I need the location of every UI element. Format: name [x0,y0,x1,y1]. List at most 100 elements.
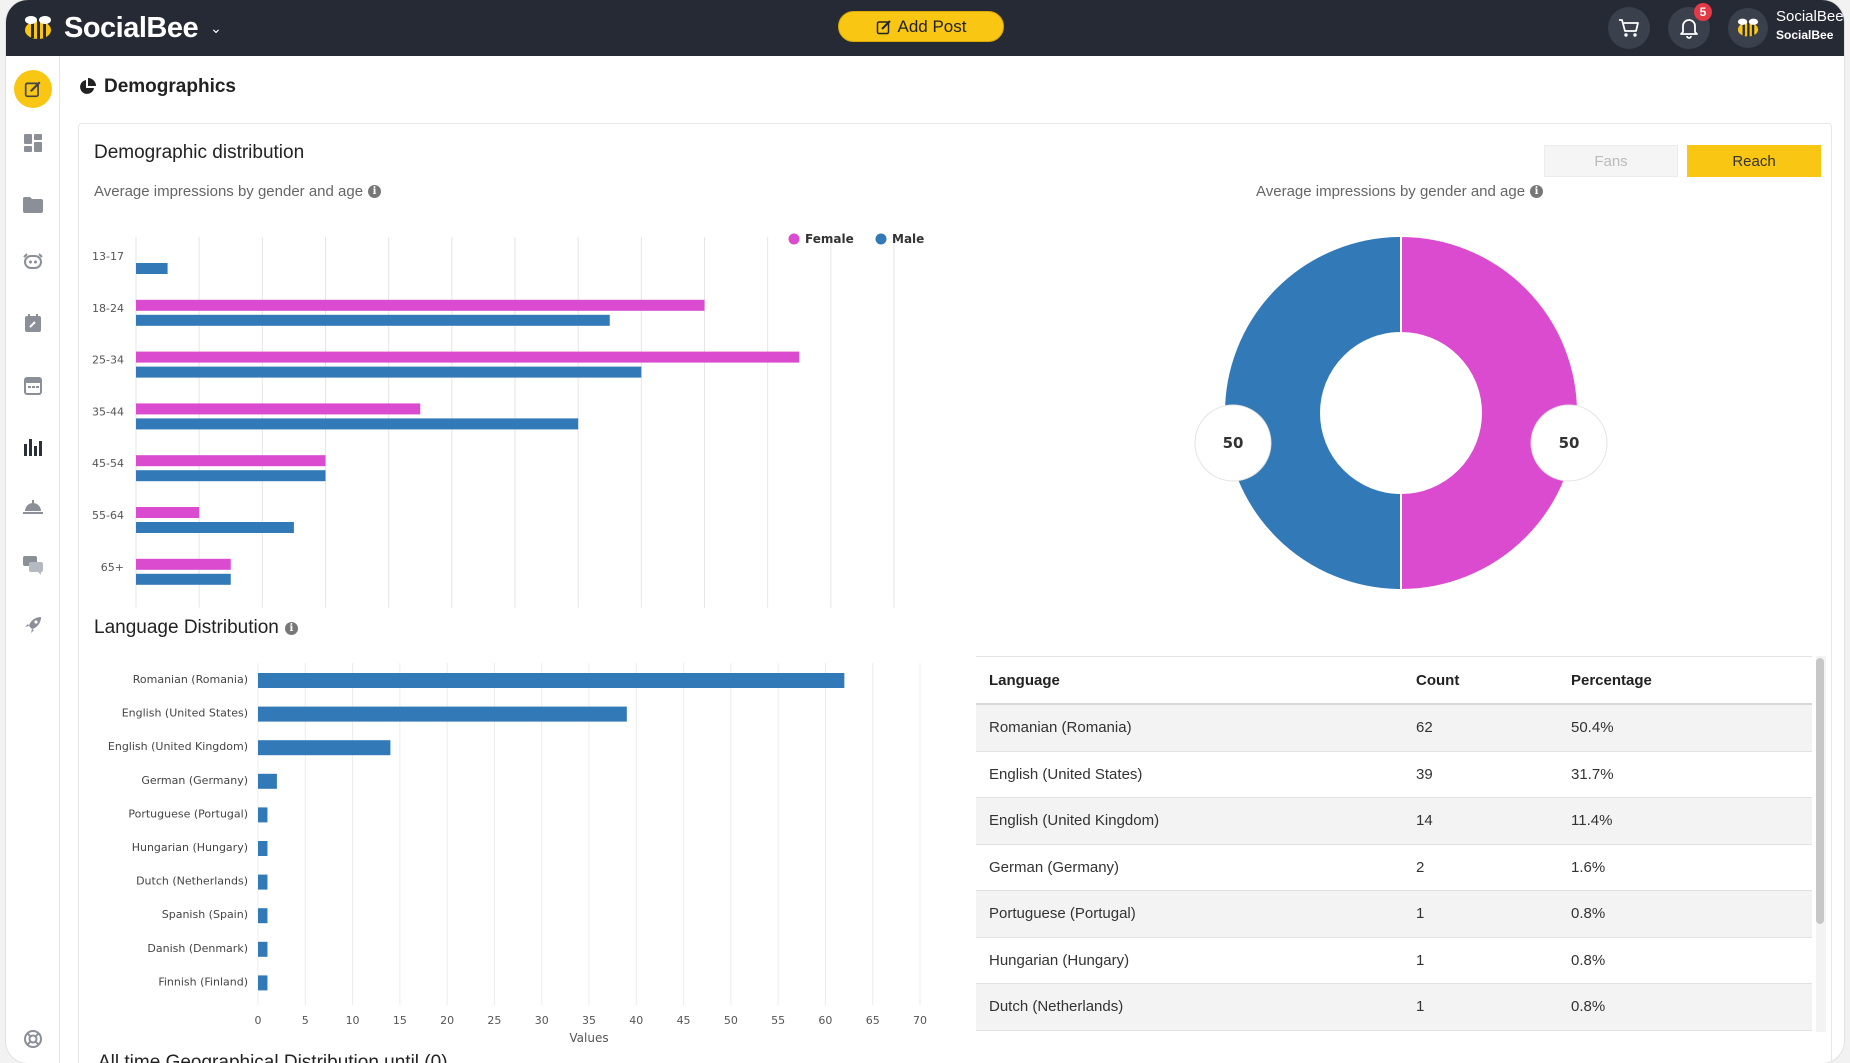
cell-language: Romanian (Romania) [989,719,1132,737]
donut-value-label-male: 50 [1223,434,1244,452]
bar-male [136,573,231,585]
x-tick-label: 45 [677,1014,691,1027]
legend-marker-female [788,233,800,245]
add-post-button[interactable]: Add Post [838,11,1004,42]
donut-chart-subtitle: Average impressions by gender and age i [1256,183,1544,200]
user-name: SocialBee [1776,8,1844,25]
calendar-edit-icon [25,314,41,332]
cart-icon [1619,19,1639,37]
language-bar [258,841,268,856]
bar-male [136,366,642,378]
cell-count: 1 [1416,905,1425,923]
cell-language: Hungarian (Hungary) [989,951,1130,969]
bell-icon [1680,19,1698,39]
sidebar-item-schedule[interactable] [14,304,52,342]
table-row: English (United Kingdom) 14 11.4% [976,798,1812,845]
language-bar [258,908,268,924]
donut-value-bubble-female [1530,404,1608,482]
y-tick-label: 45-54 [92,457,124,470]
bar-chart-icon [24,439,42,456]
dashboard-icon [24,134,42,152]
column-header-percentage[interactable]: Percentage [1571,671,1652,689]
user-menu[interactable]: SocialBee SocialBee [1776,8,1844,44]
table-header-row: Language Count Percentage [976,657,1812,705]
table-row: Hungarian (Hungary) 1 0.8% [976,938,1812,984]
y-tick-label: 18-24 [92,302,124,315]
cell-percentage: 1.6% [1571,858,1606,876]
bar-female [136,403,421,415]
sidebar-item-analytics[interactable] [14,428,52,466]
bar-male [136,314,610,326]
user-avatar[interactable] [1728,8,1768,48]
table-row: Romanian (Romania) 62 50.4% [976,705,1812,752]
language-bar [258,874,268,890]
gender-donut-chart: 50 50 [1194,234,1608,592]
language-bar [258,673,845,688]
y-tick-label: Finnish (Finland) [158,975,248,988]
y-tick-label: 55-64 [92,509,124,522]
demographic-distribution-title: Demographic distribution [94,142,305,163]
cell-percentage: 0.8% [1571,998,1606,1016]
y-tick-label: Romanian (Romania) [133,673,248,686]
sidebar-item-help[interactable] [14,1020,52,1058]
top-bar: SocialBee ⌄ Add Post 5 [6,0,1844,56]
service-bell-icon [23,500,43,514]
donut-slice-male [1223,234,1402,592]
bar-male [136,418,579,430]
brand-switcher[interactable]: SocialBee ⌄ [20,10,222,46]
y-tick-label: 35-44 [92,405,124,418]
calendar-icon [24,377,42,395]
cart-button[interactable] [1608,7,1650,49]
info-icon[interactable]: i [1530,185,1544,198]
cell-count: 2 [1416,858,1425,876]
donut-chart-subtitle-text: Average impressions by gender and age [1256,183,1526,200]
sidebar-item-concierge[interactable] [14,488,52,526]
geo-distribution-title: All time Geographical Distribution until… [98,1052,448,1063]
bar-female [136,455,326,467]
sidebar-item-dashboard[interactable] [14,124,52,162]
info-icon[interactable]: i [368,185,382,198]
chevron-down-icon: ⌄ [210,19,222,36]
column-header-count[interactable]: Count [1416,671,1460,689]
sidebar-item-compose[interactable] [14,70,52,108]
app-window: SocialBee ⌄ Add Post 5 [6,0,1844,1063]
cell-count: 39 [1416,765,1433,783]
language-table: Language Count Percentage Romanian (Roma… [976,656,1812,1031]
x-tick-label: 30 [535,1014,549,1027]
x-tick-label: 50 [724,1014,738,1027]
legend-label-male: Male [892,232,924,246]
table-row: Portuguese (Portugal) 1 0.8% [976,891,1812,938]
language-bar [258,975,268,991]
notifications-button[interactable]: 5 [1668,3,1712,49]
column-header-language[interactable]: Language [989,671,1060,689]
bar-female [136,507,200,518]
lifebuoy-icon [24,1030,42,1048]
y-tick-label: Hungarian (Hungary) [132,841,248,854]
cell-percentage: 50.4% [1571,719,1614,737]
y-tick-label: 25-34 [92,354,124,367]
language-bar [258,807,268,823]
sidebar-item-growth[interactable] [14,606,52,644]
y-tick-label: Danish (Denmark) [147,942,248,955]
cell-count: 62 [1416,719,1433,737]
toggle-fans[interactable]: Fans [1544,145,1678,177]
sidebar-item-copilot[interactable] [14,242,52,280]
cell-language: German (Germany) [989,858,1120,876]
sidebar-item-content[interactable] [14,186,52,224]
language-distribution-title: Language Distribution i [94,617,298,639]
gender-age-bar-chart: 024681012141618202224Values13-1718-2425-… [92,232,924,608]
y-tick-label: Portuguese (Portugal) [128,807,248,820]
toggle-reach[interactable]: Reach [1687,145,1821,177]
cell-count: 14 [1416,812,1433,830]
language-bar [258,941,268,957]
y-tick-label: Spanish (Spain) [162,908,248,921]
table-row: German (Germany) 2 1.6% [976,845,1812,891]
sidebar-item-calendar[interactable] [14,366,52,404]
bar-female [136,558,231,570]
edit-icon [876,19,891,34]
table-scrollbar-thumb[interactable] [1816,658,1824,924]
info-icon[interactable]: i [284,621,298,635]
legend-marker-male [875,233,887,245]
bar-male [136,470,326,482]
sidebar-item-inbox[interactable] [14,546,52,584]
